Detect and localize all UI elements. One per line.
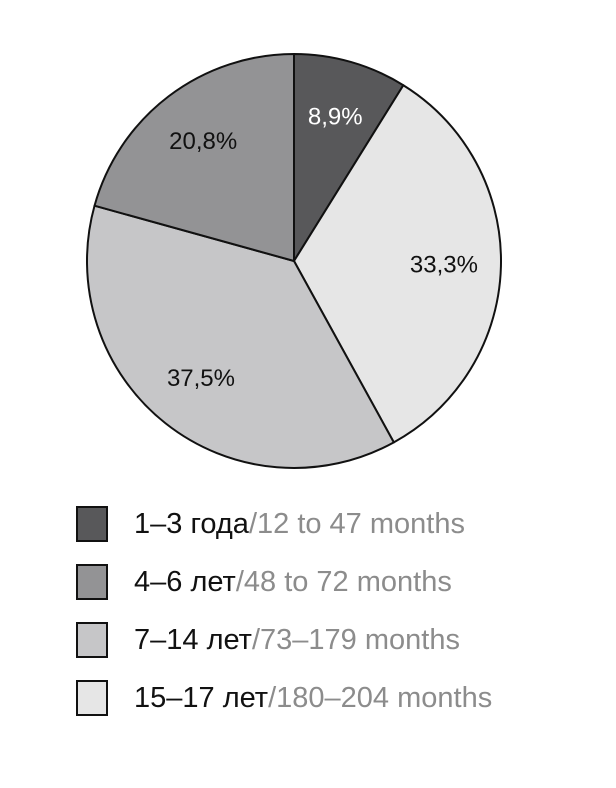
legend-swatch [76, 564, 108, 600]
legend-separator: / [248, 507, 257, 540]
legend-item-4-6: 4–6 лет/48 to 72 months [76, 564, 492, 600]
legend-swatch [76, 680, 108, 716]
legend-label-ru: 15–17 лет [134, 681, 269, 714]
legend-swatch [76, 622, 108, 658]
pie-chart: 8,9% 33,3% 37,5% 20,8% [86, 53, 502, 469]
legend-label: 4–6 лет/48 to 72 months [134, 565, 452, 598]
slice-value-label: 33,3% [410, 251, 478, 278]
slice-value-label: 8,9% [308, 103, 363, 130]
legend: 1–3 года/12 to 47 months 4–6 лет/48 to 7… [76, 506, 492, 738]
pie-labels: 8,9% 33,3% 37,5% 20,8% [167, 103, 478, 392]
pie-slices [86, 53, 502, 469]
legend-item-7-14: 7–14 лет/73–179 months [76, 622, 492, 658]
pie-slice-0 [293, 53, 405, 262]
slice-value-label: 20,8% [169, 128, 237, 155]
legend-label-en: 180–204 months [276, 681, 493, 714]
legend-label: 15–17 лет/180–204 months [134, 681, 493, 714]
legend-label-ru: 1–3 года [134, 507, 249, 540]
legend-item-15-17: 15–17 лет/180–204 months [76, 680, 492, 716]
legend-separator: / [235, 565, 244, 598]
legend-label-en: 12 to 47 months [257, 507, 465, 540]
legend-label-en: 48 to 72 months [243, 565, 452, 598]
legend-label-en: 73–179 months [260, 623, 460, 656]
legend-label: 1–3 года/12 to 47 months [134, 507, 465, 540]
legend-label: 7–14 лет/73–179 months [134, 623, 460, 656]
pie-slice-3 [93, 53, 295, 262]
legend-swatch [76, 506, 108, 542]
legend-separator: / [251, 623, 261, 656]
slice-value-label: 37,5% [167, 365, 235, 392]
legend-label-ru: 4–6 лет [134, 565, 236, 598]
legend-label-ru: 7–14 лет [134, 623, 252, 656]
legend-separator: / [268, 681, 277, 714]
pie-slice-2 [86, 204, 395, 469]
legend-item-1-3: 1–3 года/12 to 47 months [76, 506, 492, 542]
